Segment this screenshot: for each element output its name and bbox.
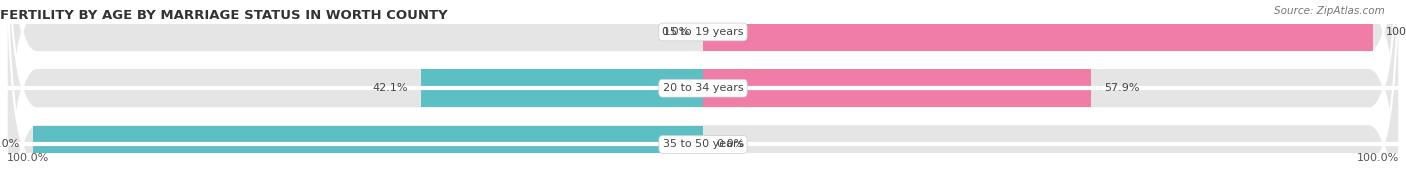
Text: 35 to 50 years: 35 to 50 years [662,139,744,149]
Bar [703,13,1372,51]
Text: 100.0%: 100.0% [0,139,20,149]
Text: FERTILITY BY AGE BY MARRIAGE STATUS IN WORTH COUNTY: FERTILITY BY AGE BY MARRIAGE STATUS IN W… [0,9,447,22]
Text: 100.0%: 100.0% [7,153,49,163]
Text: 20 to 34 years: 20 to 34 years [662,83,744,93]
FancyBboxPatch shape [7,0,1399,196]
Bar [34,126,703,163]
FancyBboxPatch shape [7,0,1399,196]
Text: 57.9%: 57.9% [1104,83,1139,93]
Bar [422,69,703,107]
FancyBboxPatch shape [7,0,1399,196]
Text: 0.0%: 0.0% [661,27,689,37]
Bar [703,69,1091,107]
Text: 100.0%: 100.0% [1357,153,1399,163]
Text: 100.0%: 100.0% [1386,27,1406,37]
Text: 42.1%: 42.1% [373,83,408,93]
Text: Source: ZipAtlas.com: Source: ZipAtlas.com [1274,6,1385,16]
Text: 0.0%: 0.0% [717,139,745,149]
Text: 15 to 19 years: 15 to 19 years [662,27,744,37]
